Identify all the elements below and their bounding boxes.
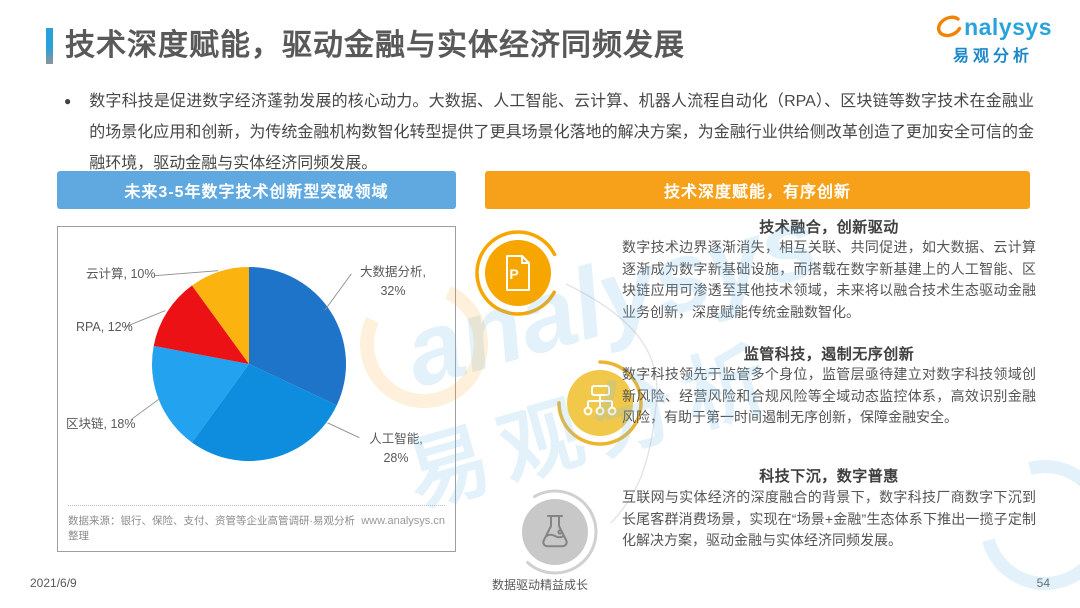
section-icon-regtech [552,355,648,451]
logo-brand-cn: 易观分析 [953,48,1034,65]
section-icon-fusion: P [470,225,566,321]
section-body-fusion: 数字技术边界逐渐消失，相互关联、共同促进，如大数据、云计算逐渐成为数字新基础设施… [622,239,1036,320]
pie-slice-0 [249,267,347,406]
section-body-regtech: 数字科技领先于监管多个身位，监管层亟待建立对数字科技领域创新风险、经营风险和合规… [622,366,1036,425]
section-body-inclusion: 互联网与实体经济的深度融合的背景下，数字科技厂商数字下沉到长尾客群消费场景，实现… [622,489,1036,548]
pie-chart [152,267,347,461]
logo-brand-text: nalysys [964,14,1052,40]
section-title-fusion: 技术融合，创新驱动 [759,219,899,236]
source-row: 数据来源：银行、保险、支付、资管等企业高管调研·易观分析整理 www.analy… [68,505,445,543]
analysys-swirl-icon [937,15,962,38]
section-title-regtech: 监管科技，遏制无序创新 [743,346,915,363]
pie-slice-4 [191,267,249,364]
pie-label-ai: 人工智能, 28% [369,432,423,465]
pie-label-bigdata: 大数据分析, 32% [360,265,426,298]
pie-leader-lines [123,270,360,439]
pie-label-blockchain: 区块链, 18% [66,417,136,431]
pie-label-cloud: 云计算, 10% [86,267,156,281]
footer-motto: 数据驱动精益成长 [491,578,588,592]
section-title-inclusion: 科技下沉，数字普惠 [759,468,899,485]
pie-slice-2 [152,345,249,443]
right-panel-header: 技术深度赋能，有序创新 [485,171,1030,209]
intro-text: 数字科技是促进数字经济蓬勃发展的核心动力。大数据、人工智能、云计算、机器人流程自… [89,93,1034,172]
svg-text:P: P [509,266,518,282]
footer-page-number: 54 [1036,576,1050,590]
page-title: 技术深度赋能，驱动金融与实体经济同频发展 [65,29,685,62]
pie-label-rpa: RPA, 12% [76,320,133,334]
left-panel-header: 未来3-5年数字技术创新型突破领域 [57,171,456,209]
bullet-icon: ● [64,94,72,108]
pie-slice-1 [191,364,337,461]
footer-date: 2021/6/9 [30,576,77,590]
source-note: 数据来源：银行、保险、支付、资管等企业高管调研·易观分析整理 [68,515,355,542]
sitemap-icon [557,360,643,446]
section-icon-inclusion [507,484,603,580]
title-row: 技术深度赋能，驱动金融与实体经济同频发展 [46,28,685,64]
intro-paragraph: ● 数字科技是促进数字经济蓬勃发展的核心动力。大数据、人工智能、云计算、机器人流… [64,86,1034,179]
pie-slice-3 [153,285,249,364]
pie-chart-panel: 大数据分析, 32% 人工智能, 28% 区块链, 18% RPA, 12% 云计算… [57,226,456,552]
title-accent-bar [46,28,53,64]
source-url-link[interactable]: www.analysys.cn [361,515,445,527]
document-p-icon: P [475,230,561,316]
flask-icon [512,489,598,575]
analysys-logo: nalysys 易观分析 [934,14,1052,66]
